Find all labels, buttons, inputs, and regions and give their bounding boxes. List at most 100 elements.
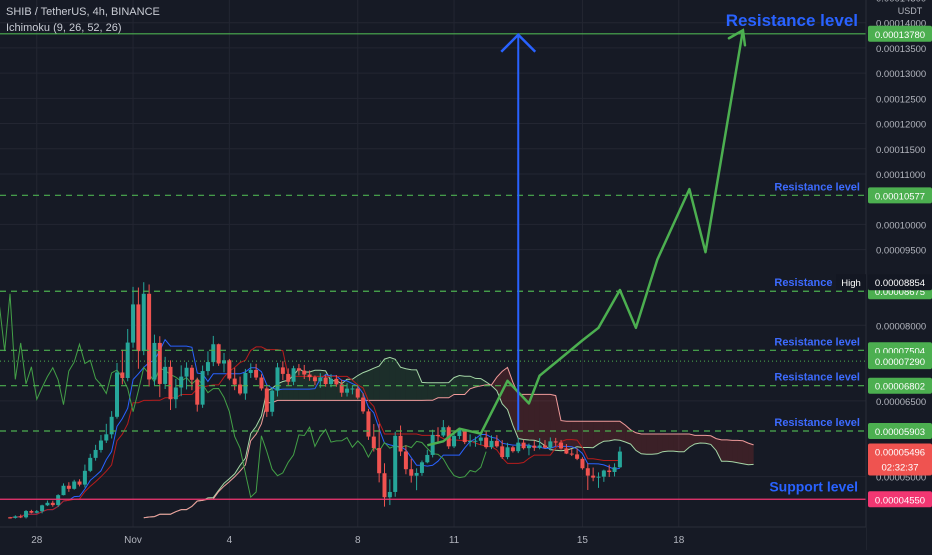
cloud-segment [732, 440, 737, 462]
resistance-level-label: Resistance level [774, 417, 860, 429]
candle-body [56, 495, 60, 505]
cloud-segment [411, 370, 416, 401]
cloud-segment [406, 369, 411, 401]
candle-body [72, 482, 76, 489]
candle-body [292, 368, 296, 382]
candle-body [308, 375, 312, 378]
candle-body [388, 492, 392, 497]
resistance-level-label: Resistance level [774, 336, 860, 348]
indicator-legend[interactable]: Ichimoku (9, 26, 52, 26) [6, 22, 122, 34]
candle-body [136, 304, 140, 351]
candle-body [548, 441, 552, 447]
candle-body [201, 371, 205, 405]
candle-body [404, 452, 408, 470]
candle-body [94, 450, 98, 458]
candle-body [554, 441, 558, 442]
candle-body [591, 476, 595, 478]
resistance-level-label-main: Resistance level [726, 11, 858, 30]
cloud-segment [727, 440, 732, 462]
candle [227, 359, 231, 380]
candle-body [580, 459, 584, 468]
candle [56, 494, 60, 507]
candle-body [586, 468, 590, 475]
candle-body [468, 441, 472, 442]
time-tick-label: 15 [577, 535, 589, 546]
candle-body [211, 344, 215, 362]
candle-body [409, 469, 413, 476]
candle-body [383, 473, 387, 497]
candle-body [495, 441, 499, 446]
cloud-segment [673, 434, 678, 452]
candle-body [350, 389, 354, 390]
candle-body [532, 446, 536, 448]
resistance-level-label: Resistance level [774, 372, 860, 384]
candle-body [564, 448, 568, 453]
candle-body [206, 362, 210, 371]
cloud-segment [657, 434, 662, 454]
cloud-segment [283, 380, 288, 400]
candle-body [13, 516, 17, 517]
time-tick-label: 18 [673, 535, 685, 546]
candle-body [142, 294, 146, 351]
cloud-segment [722, 440, 727, 461]
price-tick-label: 0.00009500 [876, 246, 926, 257]
candle-body [174, 388, 178, 400]
candle-body [158, 343, 162, 384]
candle-body [99, 441, 103, 450]
price-tick-label: 0.00006500 [876, 397, 926, 408]
time-tick-label: 28 [31, 535, 43, 546]
cloud-segment [374, 366, 379, 400]
candle-body [366, 411, 370, 436]
cloud-segment [700, 435, 705, 443]
high-price-tag: 0.00008854 [875, 278, 925, 289]
candle-body [83, 471, 87, 485]
candle-body [249, 370, 253, 373]
candle-body [506, 447, 510, 457]
cloud-segment [459, 375, 464, 394]
cloud-segment [743, 441, 748, 465]
candle-body [361, 398, 365, 412]
candle-body [613, 467, 617, 472]
candle-body [190, 368, 194, 380]
cloud-segment [545, 394, 550, 449]
candle-body [372, 437, 376, 448]
candle-body [527, 446, 531, 449]
candle-body [345, 389, 349, 393]
candle-body [238, 385, 242, 394]
cloud-segment [663, 434, 668, 452]
candle-body [570, 454, 574, 455]
candle-body [19, 516, 23, 517]
candle-body [233, 379, 237, 385]
marker-price-tag: 0.00007290 [875, 357, 925, 368]
candle-body [281, 367, 285, 374]
candle-body [302, 371, 306, 375]
candle [366, 409, 370, 440]
candle-body [602, 471, 606, 477]
price-tick-label: 0.00010000 [876, 220, 926, 231]
time-tick-label: 11 [449, 535, 460, 546]
candle-body [511, 447, 515, 451]
cloud-segment [738, 440, 743, 463]
candle-body [45, 503, 49, 506]
cloud-segment [401, 367, 406, 400]
resistance-level-label: Resistance level [774, 181, 860, 193]
candle-body [324, 378, 328, 385]
time-tick-label: 8 [355, 535, 361, 546]
candle-body [227, 360, 231, 378]
candle-body [8, 517, 12, 518]
candle-body [195, 380, 199, 405]
candle-body [104, 434, 108, 440]
cloud-segment [588, 421, 593, 447]
high-tag-label: High [841, 278, 861, 289]
candle-body [377, 448, 381, 473]
candle-body [243, 373, 247, 394]
cloud-segment [385, 357, 390, 400]
candle-body [484, 438, 488, 448]
candle-body [607, 471, 611, 472]
level-price-tag: 0.00005903 [875, 427, 925, 438]
candle-body [473, 441, 477, 442]
candle-body [393, 436, 397, 492]
